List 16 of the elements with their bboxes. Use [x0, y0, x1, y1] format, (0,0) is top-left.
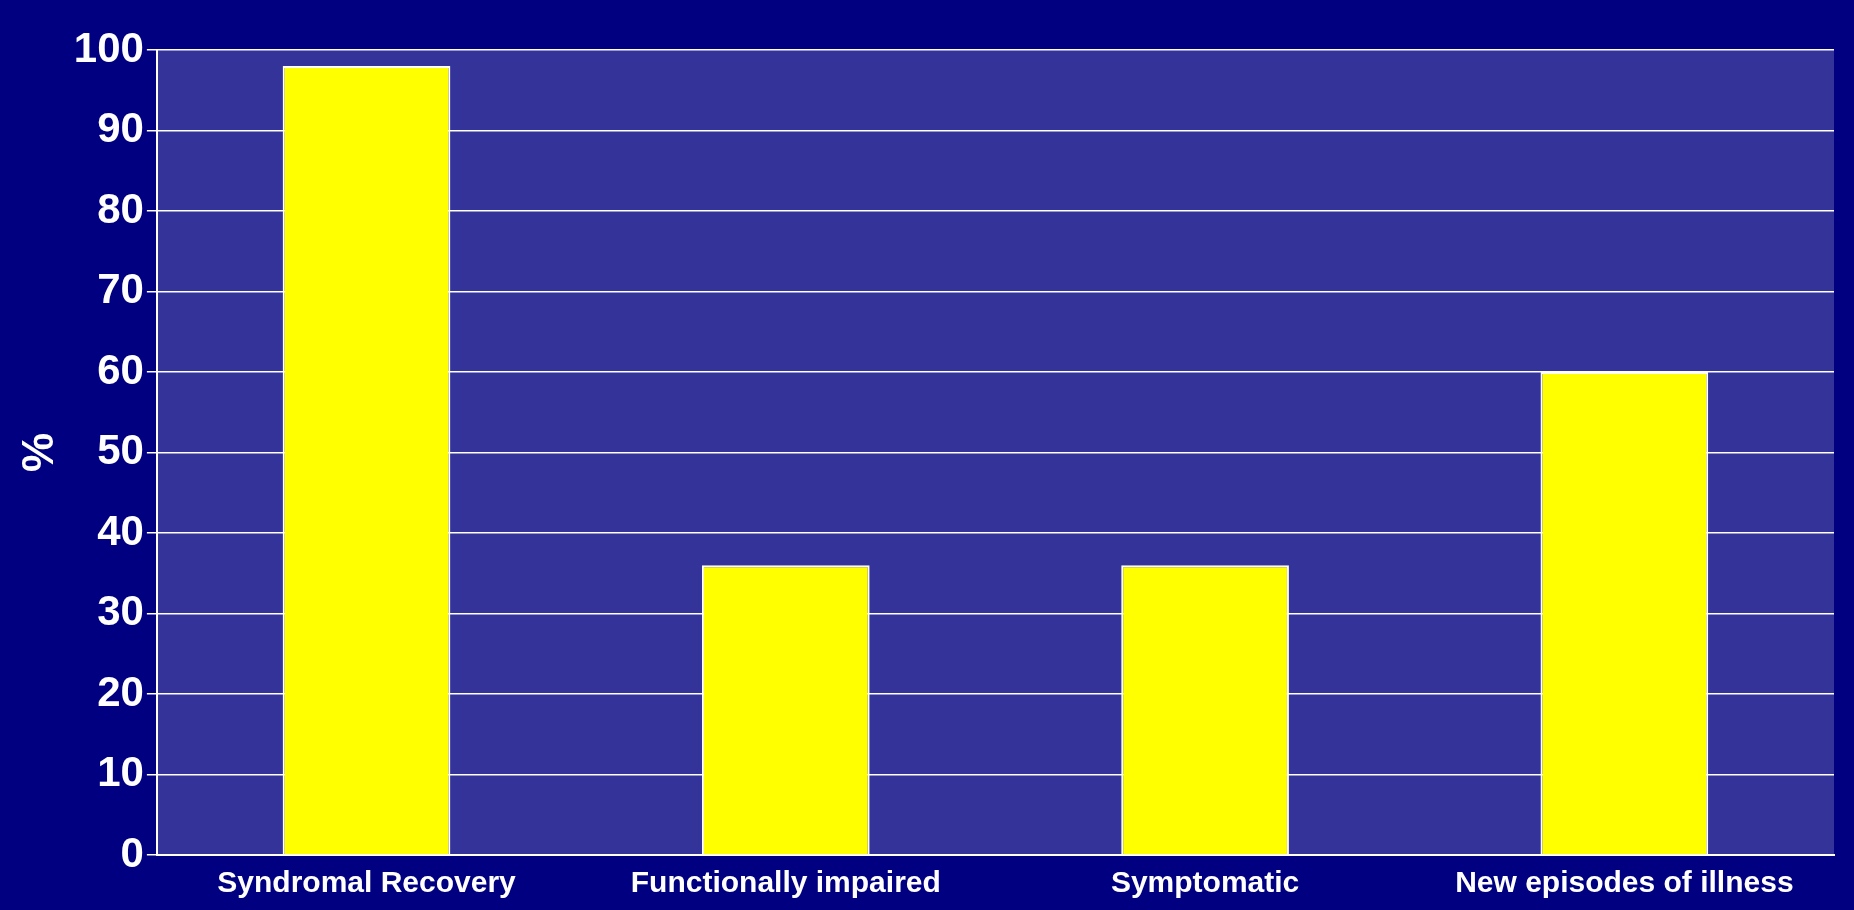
- y-tick-label: 60: [97, 345, 144, 393]
- y-tick-label: 50: [97, 426, 144, 474]
- x-tick-label: Functionally impaired: [630, 865, 941, 899]
- y-tick-label: 10: [97, 748, 144, 796]
- x-tick-label: Symptomatic: [1110, 865, 1300, 899]
- y-tick-label: 70: [97, 265, 144, 313]
- x-tick-label: Syndromal Recovery: [217, 865, 517, 899]
- y-tick-label: 30: [97, 587, 144, 635]
- y-tick-label: 80: [97, 184, 144, 232]
- x-tick-label: New episodes of illness: [1455, 865, 1794, 899]
- y-axis-title: %: [12, 432, 62, 473]
- y-tick-label: 90: [97, 104, 144, 152]
- y-tick-label: 100: [73, 23, 144, 71]
- y-tick-label: 0: [120, 828, 144, 876]
- y-tick-label: 20: [97, 667, 144, 715]
- y-tick-label: 40: [97, 506, 144, 554]
